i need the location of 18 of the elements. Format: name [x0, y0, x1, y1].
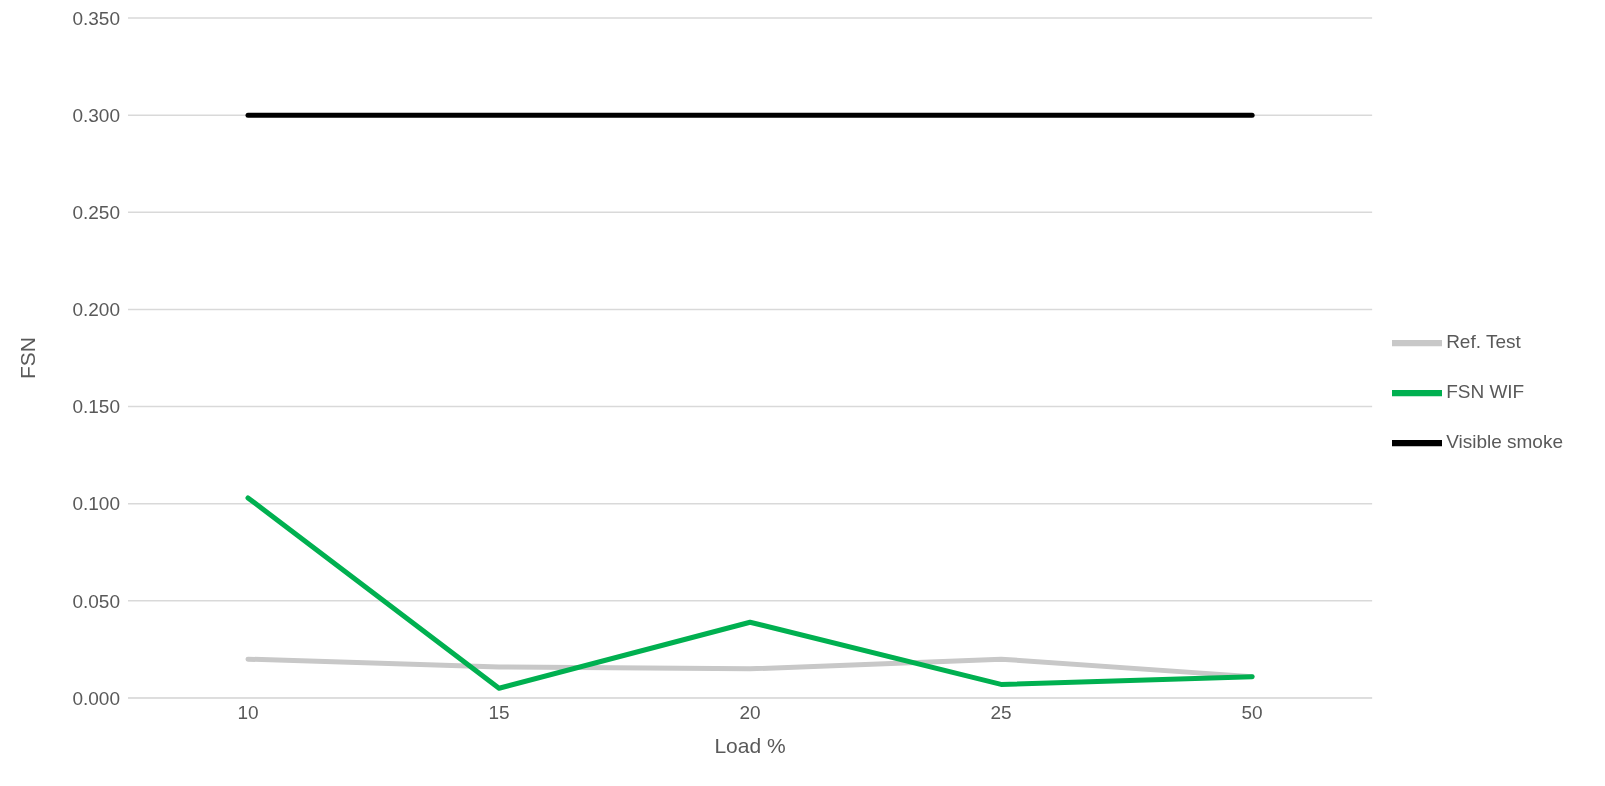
x-tick-label: 10 — [237, 702, 259, 724]
legend-label: Visible smoke — [1446, 431, 1563, 453]
y-tick-label: 0.350 — [72, 7, 120, 29]
x-tick-label: 50 — [1241, 702, 1263, 724]
y-tick-label: 0.150 — [72, 396, 120, 418]
y-axis-title: FSN — [16, 337, 40, 379]
y-tick-label: 0.250 — [72, 202, 120, 224]
y-tick-label: 0.100 — [72, 493, 120, 515]
legend-label: FSN WIF — [1446, 381, 1525, 403]
y-tick-label: 0.000 — [72, 687, 120, 709]
legend-label: Ref. Test — [1446, 331, 1521, 353]
x-tick-label: 15 — [488, 702, 510, 724]
y-tick-label: 0.050 — [72, 590, 120, 612]
y-tick-label: 0.200 — [72, 299, 120, 321]
x-axis-title: Load % — [714, 734, 786, 757]
y-tick-label: 0.300 — [72, 104, 120, 126]
x-tick-label: 25 — [990, 702, 1012, 724]
x-tick-label: 20 — [739, 702, 761, 724]
